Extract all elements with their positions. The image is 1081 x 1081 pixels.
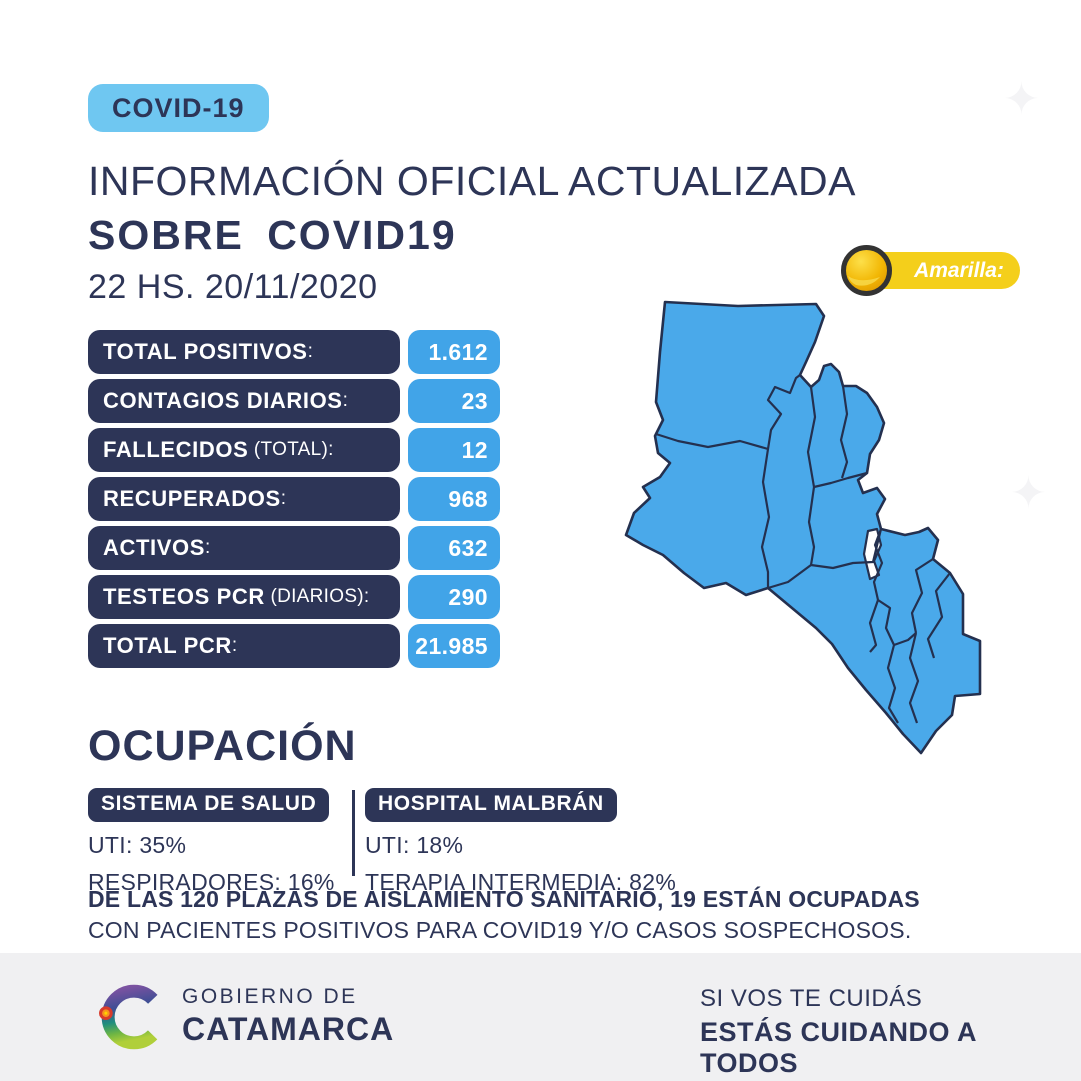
stat-row: FALLECIDOS (TOTAL): 12 xyxy=(88,428,500,472)
province-map-svg xyxy=(624,300,982,755)
footer: GOBIERNO DE CATAMARCA SI VOS TE CUIDÁS E… xyxy=(0,953,1081,1081)
logo-line1: GOBIERNO DE xyxy=(182,985,358,1008)
stats-table: TOTAL POSITIVOS: 1.612 CONTAGIOS DIARIOS… xyxy=(88,330,500,668)
report-datetime: 22 HS. 20/11/2020 xyxy=(88,268,378,306)
catamarca-province-map xyxy=(618,282,1020,762)
stat-label: CONTAGIOS DIARIOS: xyxy=(88,379,400,423)
stat-value: 1.612 xyxy=(408,330,500,374)
logo-line2: CATAMARCA xyxy=(182,1011,395,1047)
stat-row: TOTAL PCR: 21.985 xyxy=(88,624,500,668)
stat-row: TOTAL POSITIVOS: 1.612 xyxy=(88,330,500,374)
stat-label: TOTAL POSITIVOS: xyxy=(88,330,400,374)
page-title-line1: INFORMACIÓN OFICIAL ACTUALIZADA xyxy=(88,158,857,204)
ocupacion-row: UTI: 18% xyxy=(365,832,464,858)
catamarca-logo-icon xyxy=(99,984,167,1050)
stat-row: CONTAGIOS DIARIOS: 23 xyxy=(88,379,500,423)
stat-value: 12 xyxy=(408,428,500,472)
stat-label: RECUPERADOS: xyxy=(88,477,400,521)
stat-label: FALLECIDOS (TOTAL): xyxy=(88,428,400,472)
page-title-line2: SOBRE COVID19 xyxy=(88,212,457,258)
stat-label: ACTIVOS: xyxy=(88,526,400,570)
isolation-status-bold: DE LAS 120 PLAZAS DE AISLAMIENTO SANITAR… xyxy=(88,886,920,912)
stat-value: 23 xyxy=(408,379,500,423)
slogan-line1: SI VOS TE CUIDÁS xyxy=(700,985,923,1012)
ocupacion-col-header: SISTEMA DE SALUD xyxy=(88,788,330,822)
column-divider xyxy=(352,790,355,876)
stat-row: TESTEOS PCR (DIARIOS): 290 xyxy=(88,575,500,619)
stat-value: 968 xyxy=(408,477,500,521)
covid19-badge: COVID-19 xyxy=(88,84,269,132)
stat-label: TESTEOS PCR (DIARIOS): xyxy=(88,575,400,619)
status-sphere-icon xyxy=(841,245,892,296)
ocupacion-title: OCUPACIÓN xyxy=(88,722,357,770)
slogan-line2: ESTÁS CUIDANDO A TODOS xyxy=(700,1017,977,1078)
stat-row: RECUPERADOS: 968 xyxy=(88,477,500,521)
ocupacion-row: TERAPIA INTERMEDIA: 82% xyxy=(365,869,677,895)
watermark-star-icon: ✦ xyxy=(1010,469,1047,518)
ocupacion-col-header: HOSPITAL MALBRÁN xyxy=(365,788,617,822)
isolation-status-regular: CON PACIENTES POSITIVOS PARA COVID19 Y/O… xyxy=(88,917,912,943)
footer-slogan: SI VOS TE CUIDÁS ESTÁS CUIDANDO A TODOS xyxy=(700,985,1081,1079)
government-logo-text: GOBIERNO DE CATAMARCA xyxy=(182,985,394,1048)
watermark-star-icon: ✦ xyxy=(1003,75,1040,124)
ocupacion-row: RESPIRADORES: 16% xyxy=(88,869,335,895)
ocupacion-row: UTI: 35% xyxy=(88,832,187,858)
ocupacion-col-sistema: SISTEMA DE SALUD UTI: 35% RESPIRADORES: … xyxy=(88,788,352,896)
ocupacion-columns: SISTEMA DE SALUD UTI: 35% RESPIRADORES: … xyxy=(88,788,676,896)
stat-value: 21.985 xyxy=(408,624,500,668)
stat-value: 632 xyxy=(408,526,500,570)
stat-label: TOTAL PCR: xyxy=(88,624,400,668)
ocupacion-col-malbran: HOSPITAL MALBRÁN UTI: 18% TERAPIA INTERM… xyxy=(365,788,676,896)
stat-row: ACTIVOS: 632 xyxy=(88,526,500,570)
stat-value: 290 xyxy=(408,575,500,619)
